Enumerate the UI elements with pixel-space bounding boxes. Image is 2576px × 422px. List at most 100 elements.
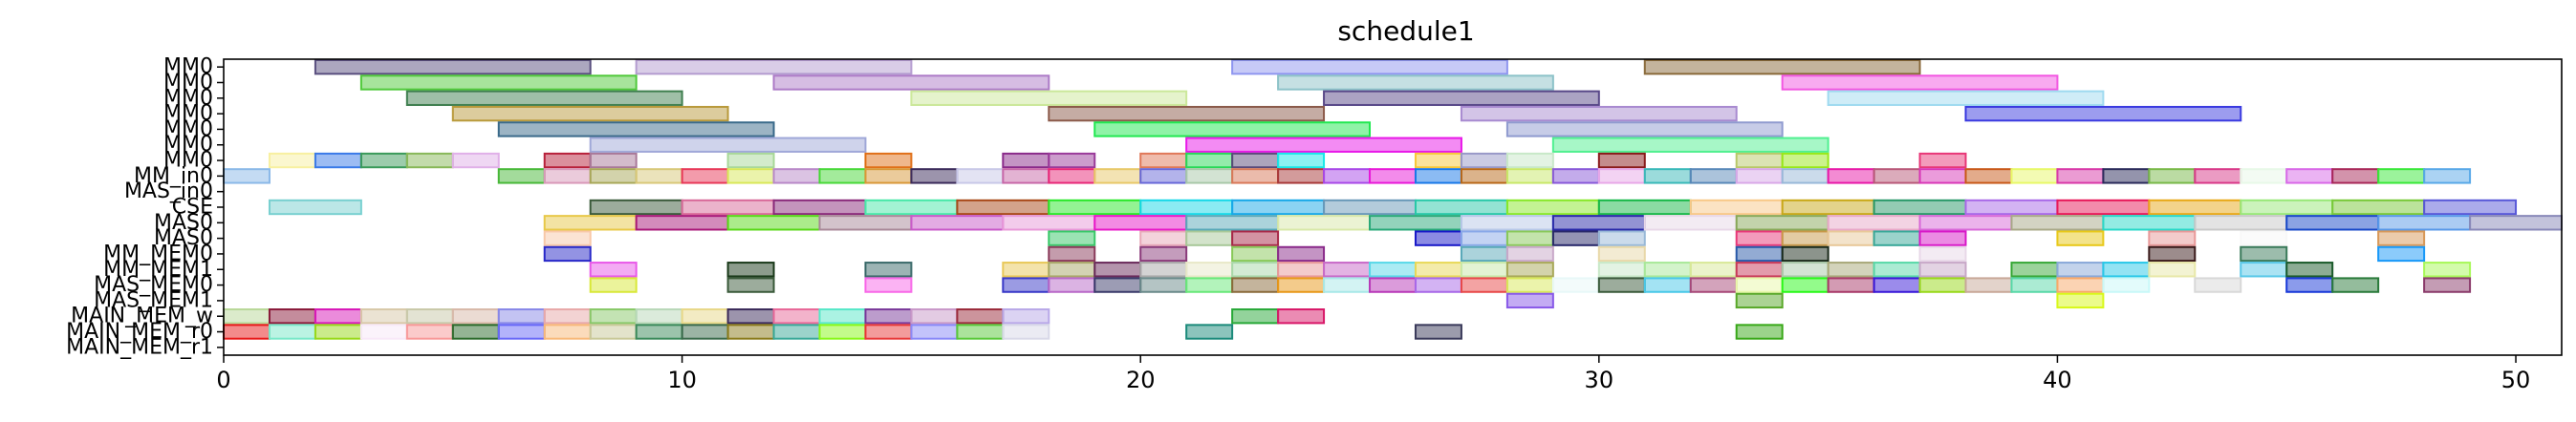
- task-bar: [268, 152, 316, 169]
- task-bar: [268, 308, 316, 325]
- task-bar: [451, 324, 500, 340]
- task-bar: [2102, 277, 2151, 293]
- task-bar: [818, 308, 867, 325]
- task-bar: [910, 90, 1188, 106]
- task-bar: [1093, 277, 1142, 293]
- task-bar: [1735, 230, 1784, 246]
- task-bar: [635, 324, 683, 340]
- task-bar: [1002, 324, 1050, 340]
- task-bar: [956, 168, 1005, 184]
- task-bar: [2148, 168, 2197, 184]
- task-bar: [1918, 152, 1967, 169]
- y-tick-label: MAS0: [154, 211, 213, 235]
- task-bar: [772, 74, 1050, 91]
- task-bar: [910, 168, 959, 184]
- task-bar: [1551, 215, 1646, 231]
- task-bar: [359, 74, 638, 91]
- task-bar: [1597, 168, 1646, 184]
- task-bar: [2240, 199, 2334, 216]
- x-tick-label: 20: [1126, 367, 1156, 393]
- task-bar: [2240, 230, 2288, 246]
- task-bar: [543, 215, 638, 231]
- task-bar: [2148, 199, 2242, 216]
- task-bar: [1872, 230, 1921, 246]
- task-bar: [2056, 168, 2105, 184]
- task-bar: [1185, 230, 1234, 246]
- y-tick-label: MM0: [163, 102, 213, 126]
- y-tick-label: MAS_in0: [124, 179, 213, 203]
- task-bar: [1918, 168, 1967, 184]
- task-bar: [1551, 277, 1600, 293]
- x-tick-label: 50: [2501, 367, 2531, 393]
- task-bar: [1414, 199, 1508, 216]
- task-bar: [1597, 245, 1646, 263]
- task-bar: [2056, 230, 2105, 246]
- task-bar: [635, 58, 913, 75]
- task-bar: [1277, 168, 1326, 184]
- task-bar: [1735, 324, 1784, 340]
- task-bar: [1139, 152, 1188, 169]
- task-bar: [1551, 230, 1600, 246]
- task-bar: [543, 324, 592, 340]
- task-bar: [2194, 168, 2242, 184]
- task-bar: [1460, 230, 1508, 246]
- task-bar: [635, 215, 729, 231]
- task-bar: [1460, 262, 1508, 278]
- task-bar: [864, 277, 913, 293]
- task-bar: [2194, 277, 2242, 293]
- task-bar: [1093, 262, 1142, 278]
- task-bar: [1277, 277, 1326, 293]
- task-bar: [2285, 168, 2334, 184]
- task-bar: [1093, 121, 1372, 137]
- task-bar: [543, 308, 592, 325]
- task-bar: [1414, 262, 1462, 278]
- task-bar: [589, 199, 683, 216]
- bars-layer: [223, 58, 2564, 340]
- task-bar: [1597, 199, 1692, 216]
- task-bar: [2377, 245, 2426, 263]
- task-bar: [2148, 230, 2197, 246]
- task-bar: [2331, 199, 2426, 216]
- task-bar: [543, 168, 592, 184]
- task-bar: [1735, 152, 1784, 169]
- task-bar: [268, 324, 316, 340]
- task-bar: [543, 230, 592, 246]
- task-bar: [1277, 262, 1326, 278]
- task-bar: [2102, 262, 2151, 278]
- task-bar: [1918, 277, 1967, 293]
- task-bar: [956, 199, 1050, 216]
- task-bar: [635, 168, 683, 184]
- task-bar: [1781, 199, 1875, 216]
- task-bar: [223, 168, 271, 184]
- task-bar: [1964, 199, 2059, 216]
- task-bar: [726, 152, 775, 169]
- task-bar: [1048, 168, 1096, 184]
- task-bar: [1048, 105, 1326, 122]
- task-bar: [589, 137, 867, 153]
- task-bar: [1689, 168, 1738, 184]
- task-bar: [1872, 199, 1967, 216]
- task-bar: [726, 168, 775, 184]
- task-bar: [2377, 230, 2426, 246]
- task-bar: [1139, 277, 1188, 293]
- task-bar: [1781, 277, 1829, 293]
- task-bar: [2285, 277, 2334, 293]
- task-bar: [1139, 168, 1188, 184]
- y-axis: MM0MM0MM0MM0MM0MM0MM0MM_in0MAS_in0CSEMAS…: [66, 55, 224, 359]
- task-bar: [726, 277, 775, 293]
- task-bar: [543, 245, 592, 263]
- task-bar: [405, 90, 683, 106]
- task-bar: [772, 324, 821, 340]
- task-bar: [1781, 245, 1829, 263]
- task-bar: [726, 215, 821, 231]
- task-bar: [589, 277, 638, 293]
- task-bar: [1643, 58, 1921, 75]
- task-bar: [405, 324, 454, 340]
- task-bar: [956, 324, 1005, 340]
- task-bar: [1643, 277, 1692, 293]
- task-bar: [1505, 230, 1554, 246]
- task-bar: [1827, 230, 1875, 246]
- task-bar: [1918, 230, 1967, 246]
